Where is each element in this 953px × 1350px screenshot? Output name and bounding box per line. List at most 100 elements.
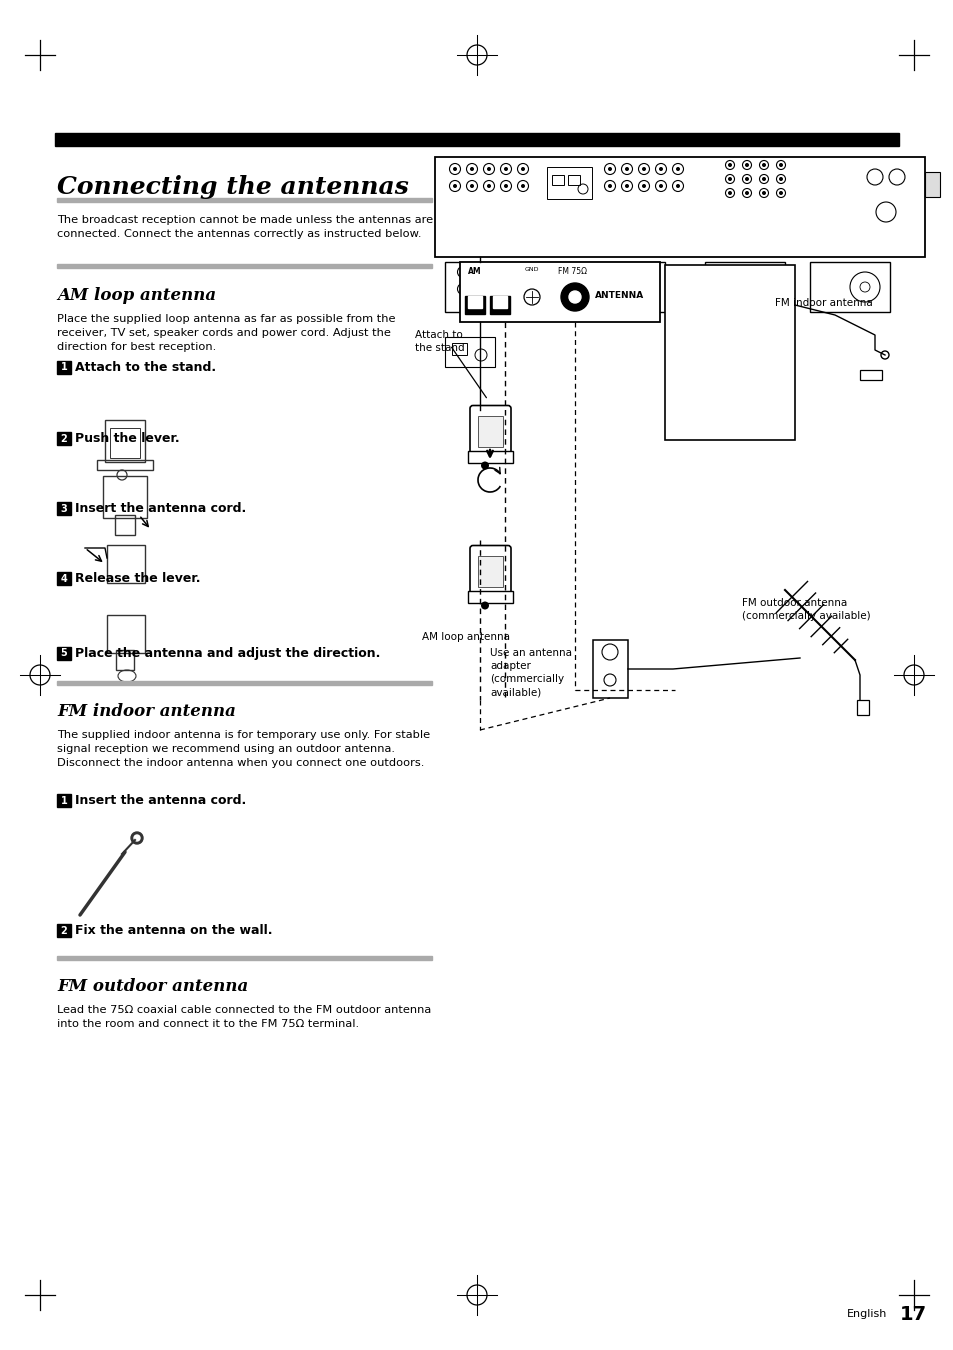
Circle shape (470, 167, 474, 171)
Text: Use an antenna
adapter
(commercially
available): Use an antenna adapter (commercially ava… (490, 648, 572, 698)
Bar (468, 451, 513, 463)
Circle shape (718, 288, 721, 292)
Circle shape (626, 284, 637, 294)
Circle shape (466, 181, 477, 192)
Circle shape (578, 284, 590, 294)
Text: Release the lever.: Release the lever. (75, 572, 200, 585)
Circle shape (738, 270, 741, 274)
Circle shape (659, 167, 662, 171)
Circle shape (562, 270, 566, 274)
Circle shape (741, 161, 751, 170)
Circle shape (503, 167, 507, 171)
Bar (490, 296, 510, 315)
Circle shape (568, 292, 580, 302)
Circle shape (643, 266, 654, 278)
Bar (57, 680, 432, 684)
Circle shape (582, 270, 586, 274)
Text: English: English (846, 1310, 886, 1319)
Circle shape (457, 266, 468, 278)
Bar (115, 514, 135, 535)
Bar (57, 794, 71, 807)
Circle shape (486, 167, 491, 171)
Circle shape (676, 167, 679, 171)
Circle shape (718, 270, 721, 274)
Circle shape (539, 284, 550, 294)
Text: AM: AM (468, 267, 481, 275)
Circle shape (776, 174, 784, 184)
Bar (107, 545, 145, 583)
Bar (593, 640, 627, 698)
Text: Place the antenna and adjust the direction.: Place the antenna and adjust the directi… (75, 647, 380, 660)
Bar (57, 923, 71, 937)
Text: 5: 5 (61, 648, 68, 659)
Circle shape (659, 184, 662, 188)
Bar (57, 647, 71, 660)
Bar (552, 176, 563, 185)
Bar (97, 460, 152, 470)
Circle shape (558, 284, 570, 294)
Circle shape (542, 270, 546, 274)
Circle shape (724, 189, 734, 197)
Bar (856, 701, 868, 716)
Circle shape (676, 184, 679, 188)
Circle shape (517, 163, 528, 174)
Circle shape (460, 270, 464, 274)
Bar (103, 477, 147, 518)
Bar (477, 555, 502, 587)
Circle shape (638, 163, 649, 174)
Text: FM indoor antenna: FM indoor antenna (774, 298, 872, 308)
Bar (57, 502, 71, 514)
Text: FM indoor antenna: FM indoor antenna (57, 703, 235, 720)
Circle shape (133, 836, 140, 841)
Text: Lead the 75Ω coaxial cable connected to the FM outdoor antenna
into the room and: Lead the 75Ω coaxial cable connected to … (57, 1004, 431, 1029)
Circle shape (714, 266, 724, 278)
Text: 3: 3 (61, 504, 68, 513)
Circle shape (558, 266, 570, 278)
Circle shape (620, 181, 632, 192)
Circle shape (734, 266, 744, 278)
Bar (444, 262, 664, 312)
Text: Push the lever.: Push the lever. (75, 432, 179, 446)
Circle shape (734, 284, 744, 294)
Circle shape (744, 177, 748, 181)
Circle shape (779, 163, 782, 167)
Circle shape (449, 181, 460, 192)
Circle shape (497, 266, 508, 278)
Circle shape (477, 266, 488, 278)
Circle shape (477, 284, 488, 294)
Circle shape (741, 174, 751, 184)
Circle shape (449, 163, 460, 174)
Circle shape (776, 161, 784, 170)
Circle shape (613, 288, 617, 292)
Circle shape (727, 177, 731, 181)
Text: 2: 2 (61, 433, 68, 444)
Circle shape (724, 174, 734, 184)
Text: 2: 2 (61, 926, 68, 936)
Circle shape (503, 184, 507, 188)
Text: Connecting the antennas: Connecting the antennas (57, 176, 409, 198)
Circle shape (672, 181, 682, 192)
Circle shape (655, 163, 666, 174)
Circle shape (480, 602, 489, 609)
Text: The supplied indoor antenna is for temporary use only. For stable
signal recepti: The supplied indoor antenna is for tempo… (57, 730, 430, 768)
Circle shape (629, 288, 634, 292)
Circle shape (641, 167, 645, 171)
Circle shape (466, 163, 477, 174)
Circle shape (629, 270, 634, 274)
Circle shape (562, 288, 566, 292)
Bar (110, 428, 140, 458)
Bar (468, 590, 513, 602)
Text: GND: GND (524, 267, 539, 271)
Circle shape (483, 181, 494, 192)
Circle shape (741, 189, 751, 197)
Text: 1: 1 (61, 363, 68, 373)
Text: AM loop antenna: AM loop antenna (421, 632, 510, 643)
Bar (567, 176, 579, 185)
Circle shape (672, 163, 682, 174)
Circle shape (453, 167, 456, 171)
FancyBboxPatch shape (470, 405, 511, 454)
Circle shape (759, 161, 768, 170)
Circle shape (560, 284, 588, 310)
Circle shape (759, 189, 768, 197)
FancyBboxPatch shape (470, 545, 511, 594)
